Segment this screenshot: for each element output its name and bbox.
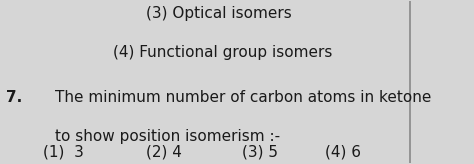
- Text: (1)  3: (1) 3: [43, 144, 84, 159]
- Text: to show position isomerism :-: to show position isomerism :-: [55, 129, 281, 144]
- Text: (4) Functional group isomers: (4) Functional group isomers: [113, 45, 333, 60]
- Text: 7.: 7.: [6, 90, 22, 105]
- Text: (3) Optical isomers: (3) Optical isomers: [146, 6, 292, 21]
- Text: The minimum number of carbon atoms in ketone: The minimum number of carbon atoms in ke…: [55, 90, 432, 105]
- Text: (3) 5: (3) 5: [242, 144, 278, 159]
- Text: (4) 6: (4) 6: [325, 144, 361, 159]
- Text: (2) 4: (2) 4: [146, 144, 182, 159]
